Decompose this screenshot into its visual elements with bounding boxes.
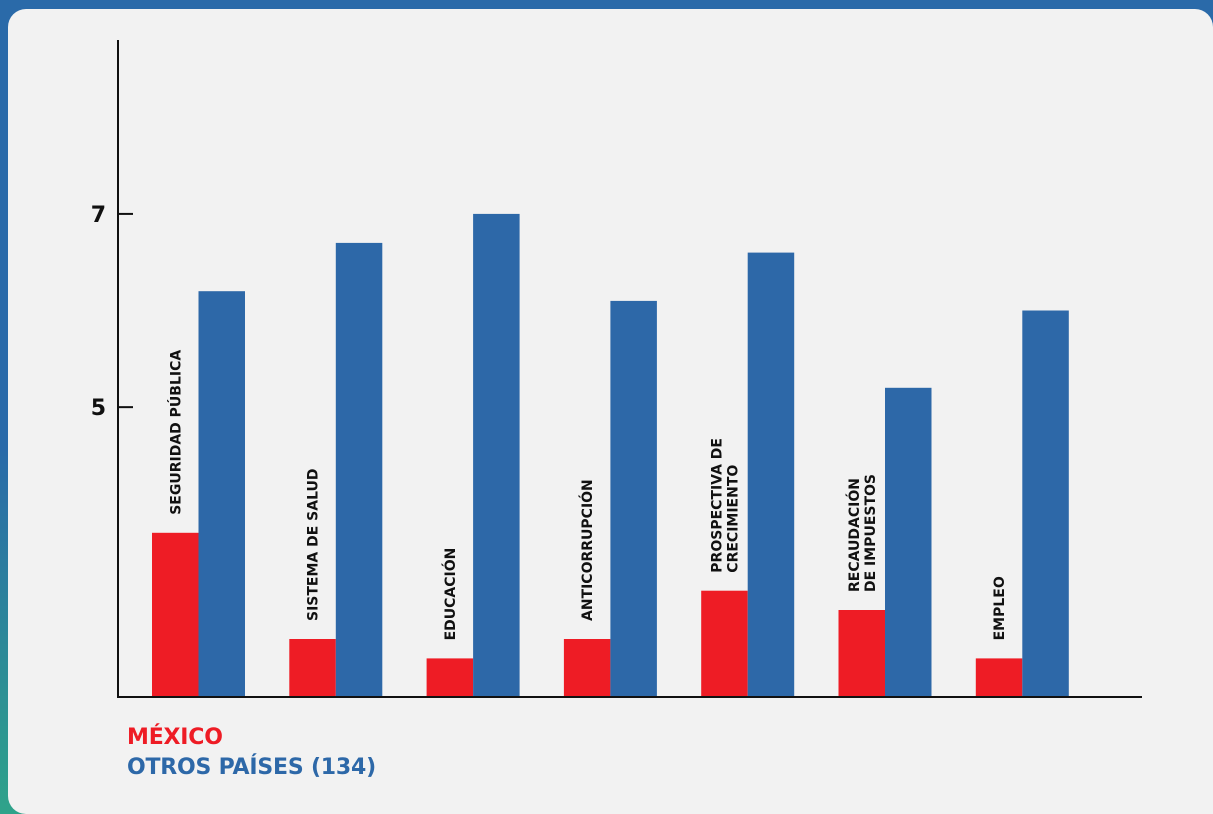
bar-otros-paises-1 [335, 242, 383, 697]
bar-mexico-5 [838, 610, 885, 697]
y-tick-label-1: 7 [91, 203, 106, 228]
bar-mexico-1 [289, 639, 336, 697]
legend: MÉXICO OTROS PAÍSES (134) [127, 723, 376, 783]
category-label-5: RECAUDACIÓNDE IMPUESTOS [845, 474, 879, 592]
bar-mexico-6 [975, 658, 1023, 697]
category-label-3: ANTICORRUPCIÓN [578, 479, 596, 621]
bar-mexico-0 [152, 532, 199, 698]
category-label-0: SEGURIDAD PÚBLICA [166, 350, 184, 515]
bar-otros-paises-3 [610, 300, 657, 697]
category-label-4: PROSPECTIVA DECRECIMIENTO [710, 438, 742, 573]
bar-otros-paises-6 [1022, 310, 1069, 697]
bar-otros-paises-2 [473, 213, 520, 697]
category-labels-group: SEGURIDAD PÚBLICA SISTEMA DE SALUD EDUCACI… [166, 350, 1008, 641]
category-label-1: SISTEMA DE SALUD [306, 468, 322, 621]
category-label-2: EDUCACIÓN [441, 548, 459, 641]
y-tick-label-0: 5 [91, 396, 106, 421]
bar-mexico-2 [426, 658, 474, 697]
bars-group [152, 213, 1069, 698]
bar-otros-paises-0 [198, 291, 245, 697]
bar-mexico-4 [701, 590, 748, 697]
axes-group: 57 [91, 40, 1142, 698]
category-label-6: EMPLEO [992, 576, 1008, 640]
legend-mexico: MÉXICO [127, 725, 223, 750]
legend-otros-paises: OTROS PAÍSES (134) [127, 755, 376, 780]
bar-mexico-3 [563, 639, 611, 697]
bar-otros-paises-5 [885, 387, 932, 697]
bar-otros-paises-4 [747, 252, 795, 697]
